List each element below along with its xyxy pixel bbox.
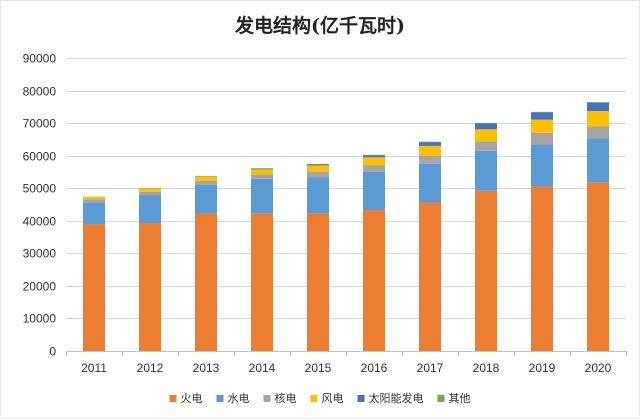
bar-segment [195, 181, 217, 185]
bar-segment [251, 178, 273, 214]
legend-swatch [437, 395, 445, 402]
bar-segment [83, 202, 105, 225]
legend-label: 核电 [275, 391, 297, 405]
y-tick-label: 60000 [23, 150, 57, 164]
bar-segment [475, 141, 497, 151]
bar-segment [587, 111, 609, 127]
bar-segment [195, 176, 217, 182]
bars [83, 102, 609, 351]
legend-label: 火电 [181, 392, 203, 405]
bar-segment [251, 213, 273, 351]
x-tick-label: 2017 [417, 361, 444, 375]
bar-segment [419, 145, 441, 156]
bar-segment [251, 174, 273, 179]
bar-segment [363, 210, 385, 351]
y-tick-label: 0 [49, 345, 56, 359]
bar-segment [475, 190, 497, 351]
x-tick-label: 2016 [361, 361, 388, 375]
x-tick-label: 2013 [193, 361, 220, 375]
bar-segment [307, 213, 329, 351]
y-tick-label: 80000 [23, 85, 57, 99]
y-tick-label: 30000 [23, 247, 57, 261]
bar-segment [307, 165, 329, 172]
bar-segment [587, 182, 609, 351]
y-tick-label: 20000 [23, 280, 57, 294]
bar-segment [307, 171, 329, 178]
bar-segment [531, 186, 553, 351]
bar-segment [195, 213, 217, 351]
bar-segment [419, 142, 441, 146]
legend-swatch [216, 395, 224, 402]
legend-label: 风电 [322, 392, 344, 405]
x-tick-label: 2020 [585, 361, 612, 375]
legend-swatch [310, 395, 318, 402]
y-tick-label: 10000 [23, 312, 57, 326]
x-tick-label: 2019 [529, 361, 556, 375]
bar-segment [531, 112, 553, 120]
bar-segment [363, 165, 385, 172]
chart-title: 发电结构(亿千瓦时) [234, 14, 405, 37]
bar-segment [363, 157, 385, 166]
bar-segment [363, 155, 385, 158]
bar-segment [587, 102, 609, 112]
x-tick-label: 2018 [473, 361, 500, 375]
bar-segment [139, 191, 161, 196]
x-tick-label: 2015 [305, 361, 332, 375]
y-tick-label: 40000 [23, 215, 57, 229]
bar-segment [307, 164, 329, 166]
bar-segment [475, 123, 497, 130]
x-tick-label: 2011 [81, 361, 107, 375]
bar-segment [531, 144, 553, 187]
bar-segment [419, 202, 441, 351]
legend-label: 太阳能发电 [369, 391, 424, 405]
legend-swatch [263, 395, 271, 402]
bar-segment [531, 119, 553, 133]
legend-label: 其他 [449, 392, 471, 405]
legend-label: 水电 [228, 392, 250, 405]
legend-swatch [357, 395, 365, 402]
y-tick-label: 70000 [23, 117, 57, 131]
bar-segment [363, 171, 385, 211]
bar-segment [139, 223, 161, 351]
legend-swatch [169, 395, 177, 402]
bar-segment [307, 177, 329, 214]
bar-segment [139, 188, 161, 192]
legend: 火电 水电 核电 风电 太阳能发电 其他 [169, 391, 471, 405]
bar-segment [475, 129, 497, 142]
y-tick-label: 90000 [23, 52, 57, 66]
bar-segment [419, 155, 441, 164]
bar-segment [195, 184, 217, 214]
x-tick-label: 2014 [249, 361, 276, 375]
axes: 0 10000 20000 30000 40000 50000 60000 70000 8000… [23, 52, 627, 375]
y-tick-label: 50000 [23, 182, 57, 196]
bar-segment [419, 163, 441, 203]
bar-segment [475, 150, 497, 191]
bar-segment [251, 168, 273, 170]
bar-segment [587, 138, 609, 183]
bar-segment [251, 169, 273, 175]
bar-segment [587, 126, 609, 139]
bar-segment [139, 195, 161, 224]
bar-segment [83, 224, 105, 351]
bar-segment [83, 199, 105, 203]
x-tick-label: 2012 [137, 361, 164, 375]
bar-segment [531, 132, 553, 145]
bar-segment [83, 197, 105, 200]
